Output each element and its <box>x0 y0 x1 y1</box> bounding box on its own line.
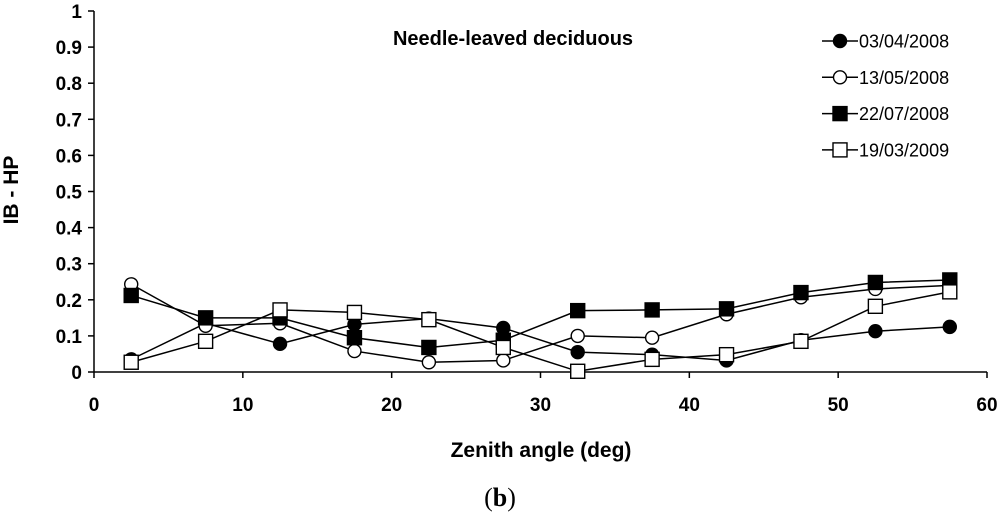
legend-marker <box>832 70 848 85</box>
data-point <box>197 333 214 350</box>
data-point <box>347 343 362 359</box>
data-point <box>867 298 884 314</box>
x-tick-label: 60 <box>976 395 997 416</box>
legend-label: 19/03/2009 <box>859 140 949 160</box>
series-3 <box>123 272 958 356</box>
legend-item: 22/07/2008 <box>822 104 949 124</box>
legend-marker <box>832 105 848 122</box>
data-point <box>570 363 586 379</box>
caption-close-paren: ) <box>507 483 516 512</box>
data-point <box>718 301 735 317</box>
y-tick-label: 1 <box>71 2 82 23</box>
data-point <box>644 351 660 368</box>
series-line <box>130 283 950 364</box>
data-point <box>867 274 884 291</box>
data-point <box>123 287 139 304</box>
chart-title: Needle-leaved deciduous <box>393 28 633 50</box>
legend-marker <box>832 33 848 49</box>
data-point <box>421 311 437 328</box>
x-axis-ticks: 0 10 20 30 40 50 60 <box>89 372 998 416</box>
data-point <box>570 344 585 360</box>
x-axis-title: Zenith angle (deg) <box>451 439 632 462</box>
data-point <box>346 330 363 346</box>
data-point <box>570 328 585 344</box>
data-point <box>197 310 214 326</box>
data-point <box>942 319 957 335</box>
y-tick-label: 0.2 <box>56 291 82 312</box>
series-line <box>131 291 950 373</box>
y-tick-label: 0 <box>71 363 82 384</box>
legend-item: 03/04/2008 <box>822 32 949 52</box>
caption-letter: b <box>493 483 507 512</box>
data-point <box>421 355 437 370</box>
data-point <box>346 304 363 321</box>
series-line <box>130 317 950 362</box>
y-tick-label: 0.3 <box>56 255 82 276</box>
data-point <box>272 336 288 352</box>
y-tick-label: 0.6 <box>56 146 82 167</box>
data-point <box>718 346 735 363</box>
data-point <box>942 284 958 300</box>
legend: 03/04/2008 13/05/2008 22/07/2008 19/03/2009 <box>822 32 949 160</box>
legend-label: 13/05/2008 <box>859 68 949 88</box>
data-point <box>421 339 437 356</box>
y-tick-label: 0.7 <box>56 110 82 131</box>
x-tick-label: 30 <box>530 395 551 416</box>
figure-caption: (b) <box>484 483 516 512</box>
data-point <box>793 284 809 301</box>
y-axis-ticks: 0 0.1 0.2 0.3 0.4 0.5 0.6 0.7 0.8 0.9 1 <box>56 2 94 384</box>
data-point <box>496 320 511 336</box>
legend-marker <box>832 142 848 158</box>
data-point <box>495 339 511 356</box>
legend-item: 19/03/2009 <box>822 140 949 160</box>
legend-label: 22/07/2008 <box>859 104 949 124</box>
y-tick-label: 0.1 <box>56 327 83 348</box>
x-tick-label: 10 <box>232 395 253 416</box>
y-tick-label: 0.9 <box>56 38 82 59</box>
x-tick-label: 50 <box>828 395 849 416</box>
series-4 <box>123 284 958 379</box>
x-tick-label: 20 <box>381 395 402 416</box>
y-tick-label: 0.8 <box>56 74 82 95</box>
data-point <box>793 333 809 350</box>
series-line <box>130 279 950 349</box>
data-point <box>644 302 660 318</box>
data-point <box>272 302 288 318</box>
data-point <box>868 324 883 339</box>
y-axis-title: IB - HP <box>0 156 23 225</box>
data-point <box>496 353 511 368</box>
series-layer <box>123 272 958 379</box>
data-point <box>123 354 139 370</box>
y-tick-label: 0.4 <box>56 219 83 240</box>
y-tick-label: 0.5 <box>56 183 83 204</box>
legend-item: 13/05/2008 <box>822 68 949 88</box>
legend-label: 03/04/2008 <box>859 32 949 52</box>
data-point <box>570 302 586 319</box>
data-point <box>644 330 660 345</box>
x-tick-label: 0 <box>89 395 100 416</box>
caption-open-paren: ( <box>484 483 493 512</box>
x-tick-label: 40 <box>679 395 700 416</box>
